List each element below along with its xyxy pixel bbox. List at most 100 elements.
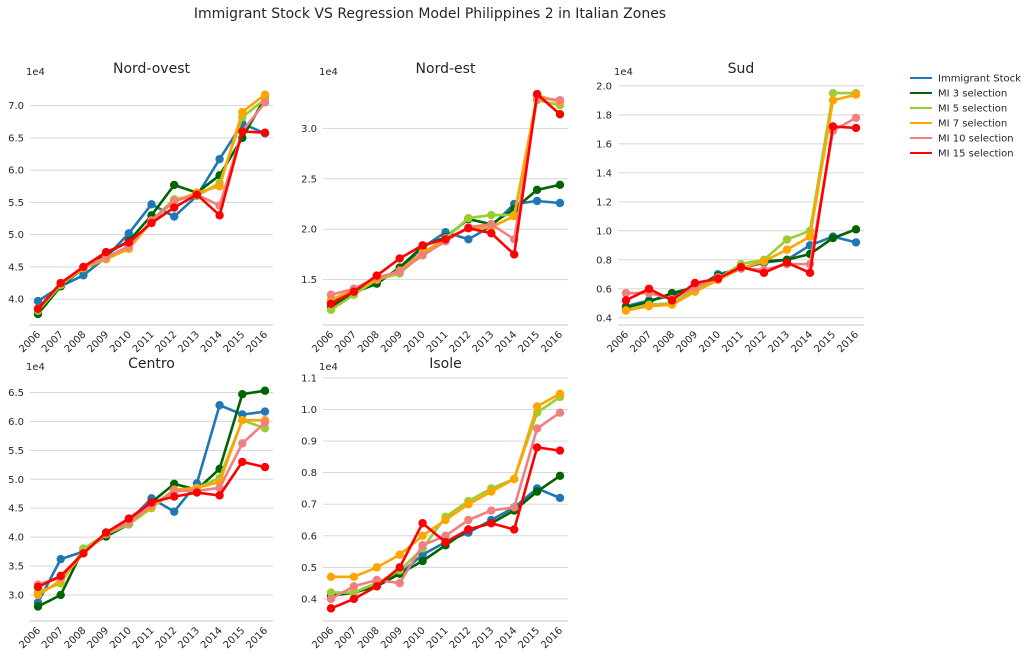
legend: Immigrant Stock MI 3 selection MI 5 select… [910,74,1021,160]
x-tick-label: 2016 [835,329,861,355]
series-mi-3-selection [326,180,565,312]
y-tick-label: 5.5 [8,198,24,209]
data-point [170,203,179,212]
legend-item: MI 5 selection [910,104,1007,115]
data-point [851,90,861,99]
panel-nord-est: 1.5 2.0 2.5 3.0 2006200720082009201020112012… [301,61,568,355]
data-point [510,503,519,512]
data-point [192,190,202,199]
data-point [555,446,565,455]
x-tick-label: 2011 [131,329,157,355]
data-point [215,211,224,220]
x-tick-label: 2009 [674,329,700,355]
x-tick-label: 2007 [333,625,359,651]
data-point [372,563,381,572]
data-point [418,556,427,566]
data-point [532,424,542,433]
y-tick-label: 5.5 [8,446,24,457]
data-point [124,229,133,238]
data-point [418,541,427,550]
data-point [101,528,111,537]
data-point [33,296,43,306]
legend-label: MI 15 selection [938,149,1014,160]
data-point [147,200,156,209]
y-tick-label: 1.1 [301,374,317,385]
data-point [828,96,838,105]
x-tick-label: 2013 [766,329,792,355]
legend-label: Immigrant Stock [938,74,1021,85]
series-mi-15-selection [33,127,270,314]
data-point [260,386,270,395]
data-point [326,290,336,299]
y-tick-label: 1.6 [596,139,612,150]
data-point [238,127,247,136]
y-exponent-label: 1e4 [26,362,45,373]
panel-title: Nord-est [416,61,476,77]
data-point [851,238,861,247]
y-tick-label: 0.9 [301,437,317,448]
x-tick-label: 2009 [379,329,405,355]
data-point [260,407,270,416]
x-tick-label: 2012 [743,329,769,355]
x-tick-label: 2010 [697,329,723,355]
data-point [170,180,179,190]
x-tick-label: 2007 [628,329,654,355]
series-line [330,93,561,301]
x-tick-label: 2016 [539,625,565,651]
data-point [79,549,88,558]
y-tick-label: 1.8 [596,110,612,121]
data-point [238,107,247,117]
data-point [805,232,815,241]
x-tick-label: 2015 [812,329,838,355]
data-point [464,515,473,525]
data-point [555,389,565,398]
x-tick-label: 2008 [63,329,89,355]
x-tick-label: 2013 [176,625,202,651]
y-tick-label: 0.7 [301,500,317,511]
data-point [464,235,473,244]
series-line [330,96,561,297]
y-tick-label: 3.5 [8,562,24,573]
data-point [782,245,792,254]
x-tick-label: 2008 [63,625,89,651]
data-point [487,506,496,515]
panel-title: Centro [128,356,175,372]
data-point [510,211,519,221]
legend-label: MI 5 selection [938,104,1007,115]
data-point [418,251,427,260]
data-point [487,487,496,496]
y-tick-label: 3.0 [301,124,317,135]
data-point [260,418,270,427]
data-point [532,196,542,206]
x-tick-label: 2015 [516,329,542,355]
x-tick-label: 2013 [471,625,497,651]
x-tick-label: 2012 [154,625,180,651]
x-tick-label: 2006 [310,329,336,355]
x-tick-label: 2014 [789,329,815,355]
data-point [510,474,519,484]
x-tick-label: 2009 [85,625,111,651]
y-tick-label: 4.5 [8,262,24,273]
data-point [33,590,43,600]
data-point [441,515,450,525]
legend-item: Immigrant Stock [910,74,1021,85]
data-point [805,268,815,278]
x-tick-label: 2008 [651,329,677,355]
series-mi-15-selection [326,443,565,613]
data-point [170,492,179,501]
data-point [782,235,792,244]
y-tick-label: 4.0 [8,295,24,306]
data-point [828,122,838,131]
x-tick-label: 2006 [17,625,43,651]
x-tick-label: 2008 [356,625,382,651]
x-tick-label: 2014 [199,625,225,651]
data-point [851,225,861,234]
data-point [555,493,565,503]
x-tick-label: 2007 [40,625,66,651]
data-point [441,537,450,547]
data-point [555,95,565,105]
x-tick-label: 2015 [516,625,542,651]
data-point [215,483,224,493]
x-tick-label: 2016 [244,329,270,355]
x-tick-label: 2009 [85,329,111,355]
